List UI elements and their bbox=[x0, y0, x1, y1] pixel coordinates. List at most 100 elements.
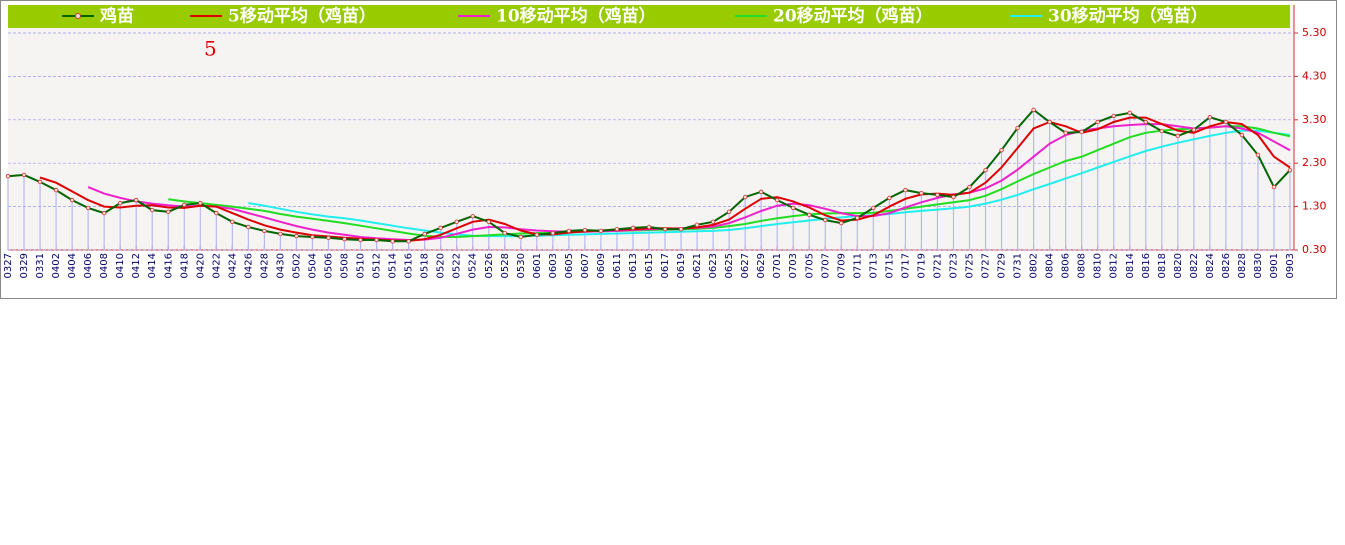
point bbox=[1079, 129, 1084, 135]
point bbox=[775, 197, 780, 203]
x-tick-label: 0625 bbox=[724, 253, 735, 278]
legend-label: 30移动平均（鸡苗） bbox=[1048, 6, 1208, 27]
x-tick-label: 0822 bbox=[1189, 253, 1200, 278]
x-tick-label: 0816 bbox=[1141, 253, 1152, 278]
x-tick-label: 0806 bbox=[1061, 253, 1072, 278]
x-tick-label: 0812 bbox=[1109, 253, 1120, 278]
x-tick-label: 0621 bbox=[692, 253, 703, 278]
x-tick-label: 0705 bbox=[804, 253, 815, 278]
x-tick-label: 0404 bbox=[67, 253, 78, 278]
point bbox=[678, 226, 684, 232]
point bbox=[887, 195, 892, 201]
x-tick-label: 0426 bbox=[243, 253, 254, 278]
point bbox=[791, 205, 796, 211]
legend-marker bbox=[75, 13, 81, 19]
x-tick-label: 0424 bbox=[227, 253, 238, 278]
x-tick-label: 0709 bbox=[836, 253, 847, 278]
x-tick-label: 0609 bbox=[596, 253, 607, 278]
x-tick-label: 0725 bbox=[965, 253, 976, 278]
point bbox=[1127, 110, 1132, 116]
y-tick-label: 1.30 bbox=[1302, 200, 1327, 213]
point bbox=[823, 217, 828, 223]
point bbox=[1095, 119, 1100, 125]
x-tick-label: 0615 bbox=[644, 253, 655, 278]
point bbox=[486, 219, 491, 224]
point bbox=[855, 215, 860, 221]
x-tick-label: 0729 bbox=[997, 253, 1008, 278]
point bbox=[839, 220, 844, 226]
point bbox=[358, 237, 363, 243]
x-tick-label: 0711 bbox=[852, 253, 863, 278]
point bbox=[1159, 128, 1164, 134]
point bbox=[1063, 130, 1068, 136]
x-tick-label: 0402 bbox=[51, 253, 62, 278]
point bbox=[1191, 127, 1197, 132]
y-tick-label: 4.30 bbox=[1302, 69, 1327, 82]
x-tick-label: 0329 bbox=[19, 253, 30, 278]
annotation: 5 bbox=[204, 37, 217, 61]
point bbox=[502, 230, 507, 236]
x-tick-label: 0701 bbox=[772, 253, 783, 278]
x-tick-label: 0613 bbox=[628, 253, 639, 278]
point bbox=[470, 213, 475, 219]
x-tick-label: 0528 bbox=[500, 253, 511, 278]
point bbox=[1223, 119, 1229, 125]
point bbox=[710, 219, 716, 224]
x-tick-label: 0603 bbox=[548, 253, 559, 278]
point bbox=[534, 232, 540, 238]
point bbox=[1047, 119, 1052, 125]
point bbox=[1287, 167, 1293, 173]
point bbox=[919, 190, 924, 196]
x-tick-label: 0707 bbox=[820, 253, 831, 278]
point bbox=[182, 202, 187, 208]
x-tick-label: 0810 bbox=[1093, 253, 1104, 278]
x-tick-label: 0526 bbox=[484, 253, 495, 278]
x-tick-label: 0627 bbox=[740, 253, 751, 278]
point bbox=[374, 237, 379, 243]
x-tick-label: 0703 bbox=[788, 253, 799, 278]
point bbox=[694, 222, 700, 228]
x-tick-label: 0416 bbox=[163, 253, 174, 278]
point bbox=[871, 205, 876, 211]
x-tick-label: 0410 bbox=[115, 253, 126, 278]
point bbox=[983, 167, 988, 173]
point bbox=[214, 210, 219, 216]
x-tick-label: 0804 bbox=[1045, 253, 1056, 278]
point bbox=[326, 235, 331, 241]
x-tick-label: 0727 bbox=[981, 253, 992, 278]
point bbox=[406, 239, 411, 244]
point bbox=[1271, 184, 1277, 190]
point bbox=[1031, 107, 1036, 113]
point bbox=[150, 207, 155, 213]
x-tick-label: 0824 bbox=[1205, 253, 1216, 278]
point bbox=[101, 210, 107, 216]
x-tick-label: 0601 bbox=[532, 253, 543, 278]
point bbox=[294, 233, 299, 239]
point bbox=[1015, 125, 1020, 131]
x-tick-label: 0502 bbox=[291, 253, 302, 278]
x-tick-label: 0331 bbox=[35, 253, 46, 278]
point bbox=[310, 234, 315, 240]
x-tick-label: 0719 bbox=[916, 253, 927, 278]
x-tick-label: 0721 bbox=[932, 253, 943, 278]
y-tick-label: 5.30 bbox=[1302, 26, 1327, 39]
x-tick-label: 0617 bbox=[660, 253, 671, 278]
x-tick-label: 0808 bbox=[1077, 253, 1088, 278]
x-tick-label: 0520 bbox=[436, 253, 447, 278]
point bbox=[53, 187, 59, 193]
point bbox=[117, 200, 123, 206]
point bbox=[278, 231, 283, 237]
point bbox=[390, 239, 395, 244]
point bbox=[5, 174, 11, 179]
x-tick-label: 0802 bbox=[1029, 253, 1040, 278]
x-tick-label: 0516 bbox=[404, 253, 415, 278]
x-tick-label: 0629 bbox=[756, 253, 767, 278]
x-tick-label: 0508 bbox=[340, 253, 351, 278]
point bbox=[262, 228, 267, 234]
x-tick-label: 0611 bbox=[612, 253, 623, 278]
x-tick-label: 0814 bbox=[1125, 253, 1136, 278]
x-tick-label: 0420 bbox=[195, 253, 206, 278]
point bbox=[967, 184, 972, 190]
x-tick-label: 0430 bbox=[275, 253, 286, 278]
